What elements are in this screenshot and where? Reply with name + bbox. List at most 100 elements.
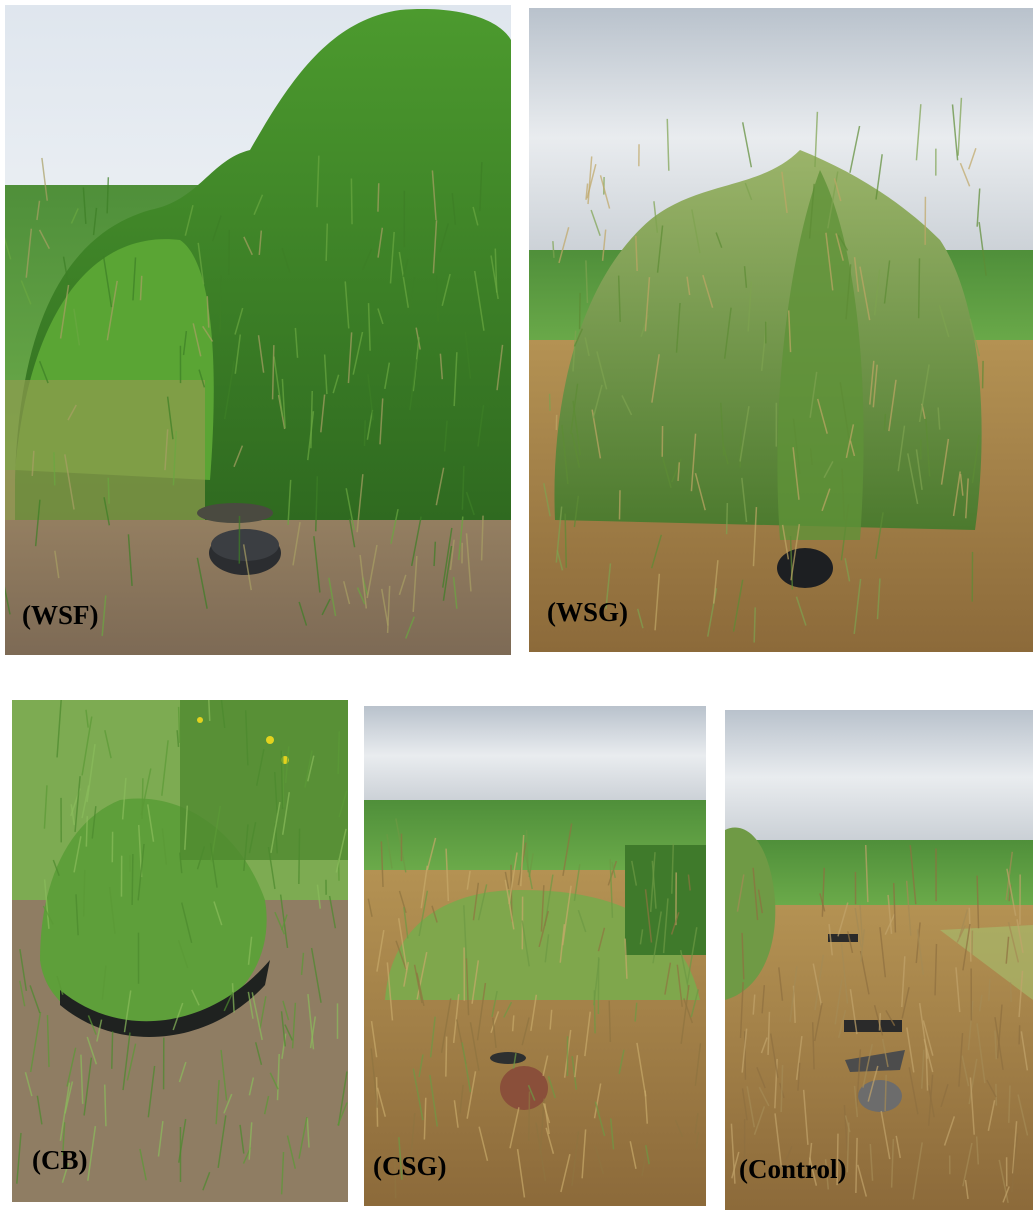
grass-blade [656,225,664,273]
grass-blade [1018,970,1024,1018]
grass-blade [561,424,569,485]
grass-blade [955,967,961,1013]
grass-blade [767,1011,771,1055]
grass-blade [943,1116,956,1146]
grass-blade [969,318,981,357]
grass-blade [636,608,644,629]
grass-blade [276,1053,280,1101]
grass-blade [795,1035,803,1080]
grass-blade [410,516,422,567]
grass-blade [85,816,89,847]
grass-blade [774,1113,783,1168]
grass-blade [549,1009,553,1030]
grass-blade [220,1049,228,1101]
grass-blade [101,965,107,1000]
grass-blade [377,227,384,258]
grass-blade [998,1159,1009,1204]
grass-blade [881,1038,889,1068]
grass-blade [166,396,174,440]
grass-blade [841,468,846,522]
grass-blade [386,833,393,869]
grass-blade [215,1080,220,1125]
grass-blade [651,860,657,909]
grass-blade [242,544,252,591]
grass-blade [405,616,415,639]
grass-blade [609,1118,615,1150]
grass-blade [36,200,41,221]
grass-blade [988,978,991,1001]
grass-blade [844,558,851,582]
grass-blade [480,515,484,561]
grass-blade [398,890,407,914]
grass-blade [611,862,616,879]
grass-blade [888,379,897,432]
grass-blade [690,989,700,1018]
grass-blade [104,729,112,759]
grass-blade [56,700,62,758]
grass-blade [367,898,373,917]
grass-blade [304,750,313,788]
grass-blade [789,536,794,590]
grass-blade [103,497,111,526]
grass-blade [918,364,930,423]
grass-blade [584,1011,592,1057]
grass-blade [34,499,41,547]
grass-blade [176,730,180,747]
grass-blade [571,1131,580,1186]
grass-blade [426,837,437,871]
grass-blade [731,1151,740,1179]
grass-blade [674,1119,684,1138]
grass-blade [243,824,249,871]
grass-blade [824,1159,830,1190]
grass-blade [70,804,75,826]
grass-blade [594,1101,606,1137]
grass-blade [127,534,133,586]
grass-blade [300,952,305,975]
grass-blade [792,418,801,474]
grass-blade [940,438,950,485]
grass-blade [74,776,81,832]
grass-blade [869,360,875,405]
grass-blade [596,351,608,390]
grass-blade [139,275,143,301]
grass-blade [965,478,969,519]
grass-blade [325,223,329,261]
grass-blade [92,207,98,236]
grass-blade [662,898,669,954]
grass-blade [70,208,79,224]
grass-blade [940,1083,949,1108]
grass-blade [389,231,395,284]
grass-blade [137,843,145,901]
grass-blade [126,1043,137,1081]
grass-blade [552,241,555,258]
grass-blade [332,374,340,394]
grass-blade [695,1132,700,1149]
grass-blade [608,1000,612,1042]
grass-blade [752,994,756,1015]
grass-blade [184,205,194,236]
grass-blade [172,430,178,486]
grass-blade [828,923,833,956]
grass-blade [812,963,823,1006]
grass-blade [558,227,570,264]
grass-blade [915,922,921,964]
grass-blade [687,874,691,891]
grass-blade [196,557,208,609]
grass-blade [87,1126,97,1181]
grass-blade [574,1055,579,1078]
grass-blade [83,1057,93,1116]
grass-blade [53,452,56,486]
grass-blade [344,281,350,329]
grass-blade [887,894,893,934]
grass-blade [624,938,628,979]
grass-blade [629,1141,637,1169]
grass-blade [787,310,792,353]
grass-blade [577,909,587,933]
grass-blade [927,1085,935,1118]
grass-blade [802,1089,809,1145]
grass-blade [281,378,286,429]
grass-blade [862,1043,873,1088]
grass-blade [694,1113,699,1134]
grass-blade [43,785,48,829]
grass-blade [571,1056,578,1090]
